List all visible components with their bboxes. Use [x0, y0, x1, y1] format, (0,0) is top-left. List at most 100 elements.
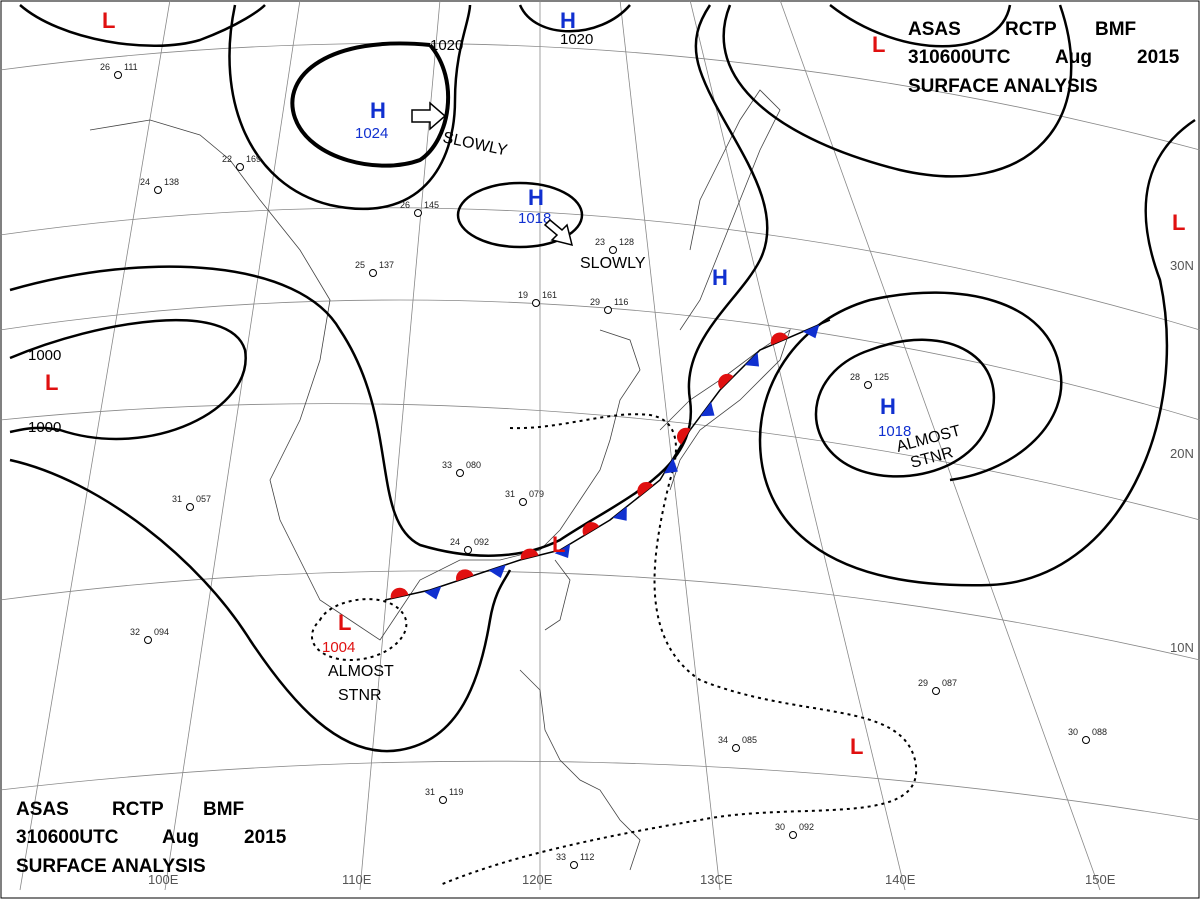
station-temp: 30: [1068, 727, 1078, 737]
coast: [659, 329, 791, 491]
header-word: Aug: [162, 827, 199, 848]
isobar-label: 1000: [28, 419, 61, 436]
station-temp: 24: [450, 537, 460, 547]
station-circle: [570, 861, 578, 869]
front-symbol: [700, 401, 715, 417]
meridian: [164, 0, 301, 891]
center-letter: L: [102, 8, 115, 33]
center-pressure: 1018: [878, 423, 911, 440]
front-symbol: [582, 522, 600, 536]
station-pressure: 080: [466, 460, 481, 470]
cold-triangle: [700, 401, 715, 417]
cold-triangle: [554, 543, 571, 558]
station-pressure: 119: [449, 787, 463, 797]
station-pressure: 092: [799, 822, 814, 832]
warm-semicircle: [390, 587, 409, 599]
center-letter: L: [338, 610, 351, 635]
center-letter: H: [560, 8, 576, 33]
grid-labels: 30N 20N 10N 100E 110E 120E 13CE 140E 150…: [148, 258, 1194, 887]
motion-label: STNR: [338, 687, 382, 704]
center-letter: H: [712, 265, 728, 290]
station-pressure: 087: [942, 678, 957, 688]
front-symbol: [744, 352, 759, 367]
isobar: [829, 4, 1012, 48]
center-pressure: 1004: [322, 639, 355, 656]
station-pressure: 092: [474, 537, 489, 547]
coast: [544, 559, 571, 631]
isobar-label: 1000: [28, 347, 61, 364]
center-letter: L: [1172, 210, 1185, 235]
warm-semicircle: [582, 522, 600, 536]
station-temp: 32: [130, 627, 140, 637]
station-circle: [604, 306, 612, 314]
coast: [519, 669, 641, 871]
cold-triangle: [612, 506, 627, 521]
station-circle: [1082, 736, 1090, 744]
station-temp: 25: [355, 260, 365, 270]
front-symbol: [663, 458, 678, 474]
front-symbol: [676, 427, 691, 445]
station-pressure: 169: [246, 154, 261, 164]
latitude-line: [0, 207, 1200, 331]
trough-line: [439, 413, 918, 886]
cold-triangle: [744, 352, 759, 367]
isobar: [518, 4, 631, 33]
station-pressure: 057: [196, 494, 211, 504]
station-temp: 29: [590, 297, 600, 307]
header-title: SURFACE ANALYSIS: [908, 76, 1098, 97]
station-circle: [414, 209, 422, 217]
front-symbol: [456, 569, 474, 582]
header-word: RCTP: [1005, 19, 1057, 40]
longitude-label: 110E: [342, 872, 372, 887]
stationary-front: [384, 319, 831, 601]
isobar: [9, 318, 247, 441]
front-symbol: [770, 332, 789, 346]
station-circle: [932, 687, 940, 695]
station-pressure: 079: [529, 489, 544, 499]
header-top: ASAS RCTP BMF 310600UTC Aug 2015 SURFACE…: [908, 19, 1180, 97]
station-temp: 30: [775, 822, 785, 832]
station-circle: [789, 831, 797, 839]
center-pressure: 1024: [355, 125, 388, 142]
station-temp: 33: [442, 460, 452, 470]
motion-arrow: [543, 218, 574, 247]
meridian: [359, 0, 441, 891]
isobar: [758, 118, 1196, 587]
isobars: [9, 4, 1196, 886]
station-temp: 29: [918, 678, 928, 688]
motion-label: ALMOST: [328, 663, 394, 680]
front-symbol: [637, 482, 654, 497]
isobar: [228, 4, 472, 211]
motion-arrow: [411, 101, 447, 131]
station-circle: [464, 546, 472, 554]
station-pressure: 112: [580, 852, 594, 862]
station-circle: [609, 246, 617, 254]
station-temp: 23: [595, 237, 605, 247]
header-title: SURFACE ANALYSIS: [16, 856, 206, 877]
station-temp: 34: [718, 735, 728, 745]
isobar: [814, 338, 996, 478]
station-pressure: 125: [874, 372, 889, 382]
station-pressure: 138: [164, 177, 179, 187]
center-pressure: 1020: [560, 31, 593, 48]
coast: [679, 89, 781, 331]
longitude-label: 13CE: [700, 872, 733, 887]
isobar: [19, 4, 266, 48]
header-word: ASAS: [16, 799, 69, 820]
station-plots: 26 111 24 138 22 169 26 145 23 128 19 161 29 116 33 080…: [100, 62, 1107, 869]
latitude-line: [0, 299, 1200, 421]
station-temp: 24: [140, 177, 150, 187]
warm-semicircle: [718, 373, 734, 390]
station-circle: [864, 381, 872, 389]
center-letter: H: [370, 98, 386, 123]
cold-triangle: [802, 324, 820, 339]
station-temp: 31: [505, 489, 515, 499]
station-temp: 26: [100, 62, 110, 72]
front-symbol: [488, 564, 506, 579]
station-circle: [456, 469, 464, 477]
cold-triangle: [488, 564, 506, 579]
header-word: RCTP: [112, 799, 164, 820]
station-pressure: 085: [742, 735, 757, 745]
